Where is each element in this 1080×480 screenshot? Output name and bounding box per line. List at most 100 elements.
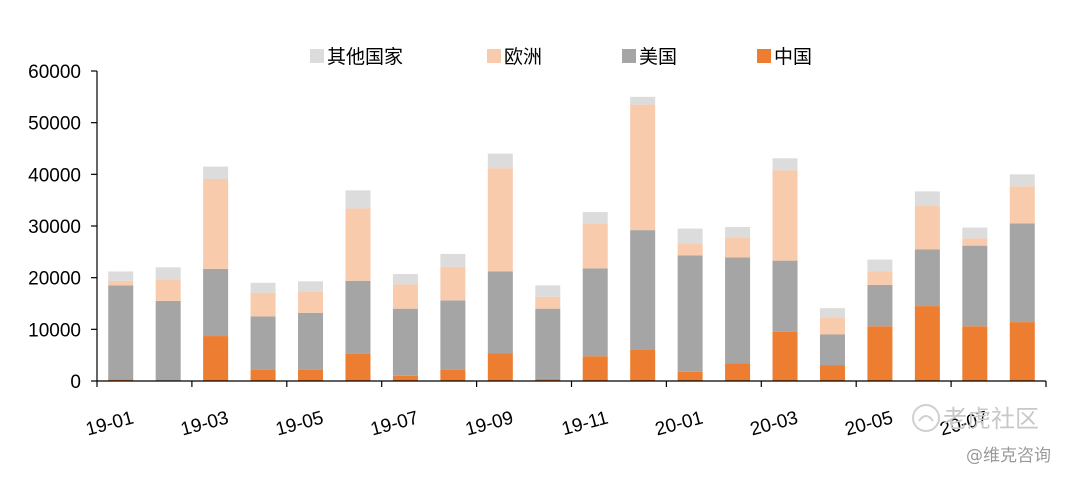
bar-segment: [203, 166, 229, 179]
x-tick-label: 20-01: [653, 408, 705, 441]
bar-segment: [298, 281, 324, 292]
bar-segment: [914, 249, 940, 307]
bar-segment: [487, 153, 513, 169]
bar-segment: [440, 266, 466, 301]
x-tick-label: 19-03: [179, 408, 231, 441]
bar-segment: [914, 191, 940, 206]
x-tick-label: 19-01: [84, 408, 136, 441]
legend-swatch: [487, 49, 501, 63]
watermark-logo-mark: [918, 415, 934, 422]
bar-segment: [535, 296, 561, 309]
bar-segment: [867, 259, 893, 272]
bar-segment: [677, 255, 703, 372]
bar-segment: [392, 274, 418, 285]
x-tick-label: 20-03: [748, 408, 800, 441]
y-tick-label: 30000: [28, 217, 81, 238]
bar-segment: [108, 285, 134, 380]
bar-segment: [392, 284, 418, 309]
bar-segment: [867, 271, 893, 285]
bar-segment: [535, 378, 561, 381]
bar-segment: [819, 334, 845, 366]
bar-segment: [914, 205, 940, 250]
bar-segment: [1009, 223, 1035, 323]
legend-swatch: [622, 49, 636, 63]
bar-segment: [725, 227, 751, 238]
y-tick-label: 10000: [28, 320, 81, 341]
y-tick-label: 0: [70, 372, 81, 393]
watermark-logo-icon: [912, 404, 940, 432]
legend: 其他国家 欧洲 美国 中国: [310, 46, 812, 68]
bar-segment: [677, 371, 703, 381]
watermark-main: 老虎社区: [943, 405, 1039, 433]
bar-segment: [392, 375, 418, 381]
bar-segment: [819, 365, 845, 381]
bar-segment: [487, 271, 513, 354]
watermark-sub: @维克咨询: [966, 446, 1051, 466]
bar-segment: [772, 260, 798, 332]
bar-segment: [440, 253, 466, 267]
bar-segment: [108, 379, 134, 381]
x-tick-label: 19-05: [273, 408, 325, 441]
bar-segment: [440, 369, 466, 381]
bar-segment: [772, 158, 798, 171]
bar-segment: [962, 245, 988, 327]
legend-label: 欧洲: [504, 46, 542, 68]
legend-swatch: [757, 49, 771, 63]
bar-segment: [487, 168, 513, 272]
x-tick-label: 19-07: [368, 408, 420, 441]
bar-segment: [155, 279, 181, 301]
bar-segment: [250, 316, 276, 370]
bar-segment: [630, 230, 656, 350]
bar-segment: [1009, 186, 1035, 224]
bar-segment: [582, 212, 608, 224]
y-axis: 0 10000 20000 30000 40000 50000 60000: [28, 62, 98, 393]
bar-segment: [582, 223, 608, 269]
x-tick-label: 19-11: [560, 408, 611, 440]
bar-segment: [108, 271, 134, 281]
bar-segment: [250, 282, 276, 293]
bar-segment: [914, 306, 940, 381]
bar-segment: [677, 243, 703, 256]
bar-segment: [867, 326, 893, 381]
legend-label: 中国: [774, 46, 812, 68]
bar-segment: [867, 284, 893, 327]
bar-segment: [725, 237, 751, 258]
y-tick-label: 60000: [28, 62, 81, 83]
bar-segment: [677, 228, 703, 244]
bar-segment: [345, 190, 371, 209]
bar-segment: [250, 369, 276, 381]
bar-segment: [630, 104, 656, 231]
bar-segment: [962, 238, 988, 246]
bar-segment: [250, 292, 276, 317]
bar-segment: [487, 353, 513, 381]
y-tick-label: 40000: [28, 165, 81, 186]
bar-segment: [535, 308, 561, 379]
bar-segment: [1009, 322, 1035, 381]
x-axis: 19-01 19-03 19-05 19-07 19-09 19-11 20-01 20-03…: [84, 380, 1047, 441]
bar-segment: [392, 308, 418, 376]
bar-segment: [819, 308, 845, 318]
bar-segment: [535, 285, 561, 297]
bar-segment: [108, 280, 134, 286]
bar-segment: [203, 178, 229, 269]
bar-segment: [440, 300, 466, 370]
bar-segment: [962, 227, 988, 239]
bar-segment: [298, 291, 324, 313]
bar-segment: [345, 208, 371, 281]
x-tick-label: 19-09: [463, 408, 515, 441]
legend-swatch: [310, 49, 324, 63]
bar-segment: [630, 350, 656, 381]
bar-segment: [155, 267, 181, 280]
bar-segment: [725, 363, 751, 381]
bar-segment: [582, 356, 608, 381]
bar-segment: [298, 369, 324, 381]
bar-segment: [582, 268, 608, 357]
bar-segment: [725, 257, 751, 364]
bar-segment: [345, 280, 371, 354]
bars: [108, 96, 1035, 381]
bar-segment: [819, 317, 845, 335]
bar-segment: [298, 312, 324, 370]
bar-segment: [772, 170, 798, 261]
bar-segment: [203, 268, 229, 337]
